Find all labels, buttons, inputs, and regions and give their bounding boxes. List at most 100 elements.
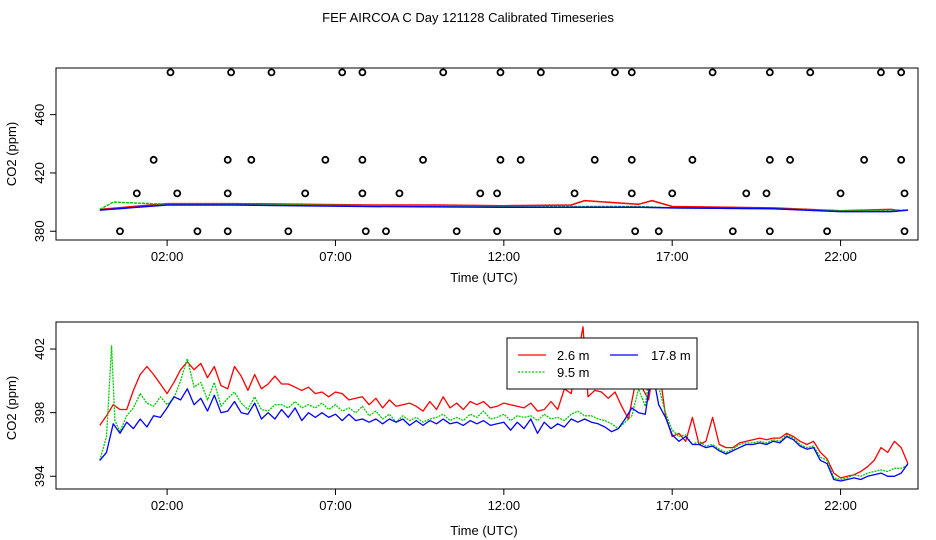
- x-tick-label: 02:00: [151, 249, 184, 264]
- series-line-2-6-m: [99, 326, 909, 479]
- flag-point: [627, 68, 636, 77]
- flag-point: [765, 68, 774, 77]
- top-panel: 02:00 07:00 12:00 17:00 22:00 380 420 460 Time…: [4, 67, 919, 285]
- bottom-x-axis-label: Time (UTC): [450, 523, 517, 538]
- x-tick-label: 22:00: [824, 249, 857, 264]
- flag-point: [493, 189, 502, 198]
- flag-point: [439, 68, 448, 77]
- bottom-x-axis: 02:00 07:00 12:00 17:00 22:00: [151, 489, 857, 513]
- top-y-axis: 380 420 460: [32, 104, 56, 242]
- flag-point: [358, 189, 367, 198]
- top-x-axis: 02:00 07:00 12:00 17:00 22:00: [151, 240, 857, 264]
- flag-point: [611, 68, 619, 77]
- y-tick-label: 460: [32, 104, 47, 126]
- flag-point: [742, 189, 751, 198]
- flag-point: [762, 189, 771, 198]
- flag-point: [166, 68, 175, 77]
- top-y-axis-label: CO2 (ppm): [4, 122, 19, 186]
- y-tick-label: 402: [32, 338, 47, 360]
- flag-point: [358, 155, 367, 164]
- x-tick-label: 12:00: [488, 498, 521, 513]
- series-line-17-8-m: [99, 369, 909, 482]
- legend-box: [506, 337, 698, 390]
- flag-point: [631, 227, 640, 236]
- x-tick-label: 12:00: [488, 249, 521, 264]
- y-tick-label: 394: [32, 465, 47, 487]
- x-tick-label: 07:00: [319, 249, 352, 264]
- flag-point: [627, 189, 636, 198]
- flag-point: [382, 227, 390, 236]
- flag-point: [361, 227, 370, 236]
- bottom-series-layer: [99, 326, 909, 482]
- flag-point: [338, 68, 347, 77]
- top-plot-frame: [55, 67, 919, 241]
- flag-point: [321, 155, 330, 164]
- y-tick-label: 380: [32, 220, 47, 242]
- flag-point: [860, 155, 869, 164]
- flag-point: [553, 227, 562, 236]
- flag-point: [358, 68, 367, 77]
- flag-point: [496, 155, 505, 164]
- flag-point: [590, 155, 599, 164]
- flag-point: [116, 227, 124, 236]
- flag-point: [823, 227, 831, 236]
- x-tick-label: 17:00: [656, 249, 689, 264]
- flag-point: [806, 68, 815, 77]
- flag-point: [688, 155, 697, 164]
- flag-point: [173, 189, 182, 198]
- flag-point: [668, 189, 677, 198]
- flag-point: [836, 189, 845, 198]
- flag-point: [149, 155, 158, 164]
- flag-point: [227, 68, 235, 77]
- flag-point: [476, 189, 485, 198]
- flag-point: [786, 155, 794, 164]
- flag-point: [284, 227, 293, 236]
- bottom-y-axis-label: CO2 (ppm): [4, 376, 19, 440]
- flag-point: [708, 68, 717, 77]
- flag-point: [654, 227, 663, 236]
- top-series-layer: [99, 68, 909, 236]
- flag-point: [900, 227, 909, 236]
- x-tick-label: 02:00: [151, 498, 184, 513]
- legend: 2.6 m 9.5 m 17.8 m: [506, 337, 698, 390]
- flag-point: [496, 68, 505, 77]
- y-tick-label: 398: [32, 402, 47, 424]
- flag-point: [493, 227, 502, 236]
- flag-point: [223, 189, 232, 198]
- flag-point: [877, 68, 885, 77]
- flag-point: [728, 227, 737, 236]
- flag-point: [516, 155, 525, 164]
- flag-point: [132, 189, 141, 198]
- bottom-plot-frame: [55, 321, 919, 490]
- legend-label-9-5m: 9.5 m: [557, 365, 590, 380]
- top-x-axis-label: Time (UTC): [450, 270, 517, 285]
- flag-point: [267, 68, 276, 77]
- legend-label-2-6m: 2.6 m: [557, 348, 590, 363]
- series-line-17-8-m: [99, 204, 908, 213]
- flag-point: [627, 155, 636, 164]
- flag-point: [897, 68, 906, 77]
- flag-point: [395, 189, 404, 198]
- flag-point: [900, 189, 909, 198]
- flag-point: [419, 155, 427, 164]
- flag-point: [452, 227, 461, 236]
- flag-point: [536, 68, 545, 77]
- flag-point: [223, 227, 232, 236]
- figure-title: FEF AIRCOA C Day 121128 Calibrated Times…: [322, 10, 614, 25]
- bottom-panel: 02:00 07:00 12:00 17:00 22:00 394 398 402 Time…: [4, 321, 919, 538]
- flag-point: [193, 227, 202, 236]
- series-line-9-5-m: [99, 345, 909, 481]
- flag-point: [897, 155, 906, 164]
- bottom-y-axis: 394 398 402: [32, 338, 56, 487]
- flag-point: [247, 155, 256, 164]
- x-tick-label: 22:00: [824, 498, 857, 513]
- y-tick-label: 420: [32, 162, 47, 184]
- flag-point: [765, 227, 774, 236]
- flag-point: [223, 155, 232, 164]
- flag-point: [570, 189, 579, 198]
- flag-point: [301, 189, 310, 198]
- x-tick-label: 17:00: [656, 498, 689, 513]
- flag-point: [765, 155, 774, 164]
- x-tick-label: 07:00: [319, 498, 352, 513]
